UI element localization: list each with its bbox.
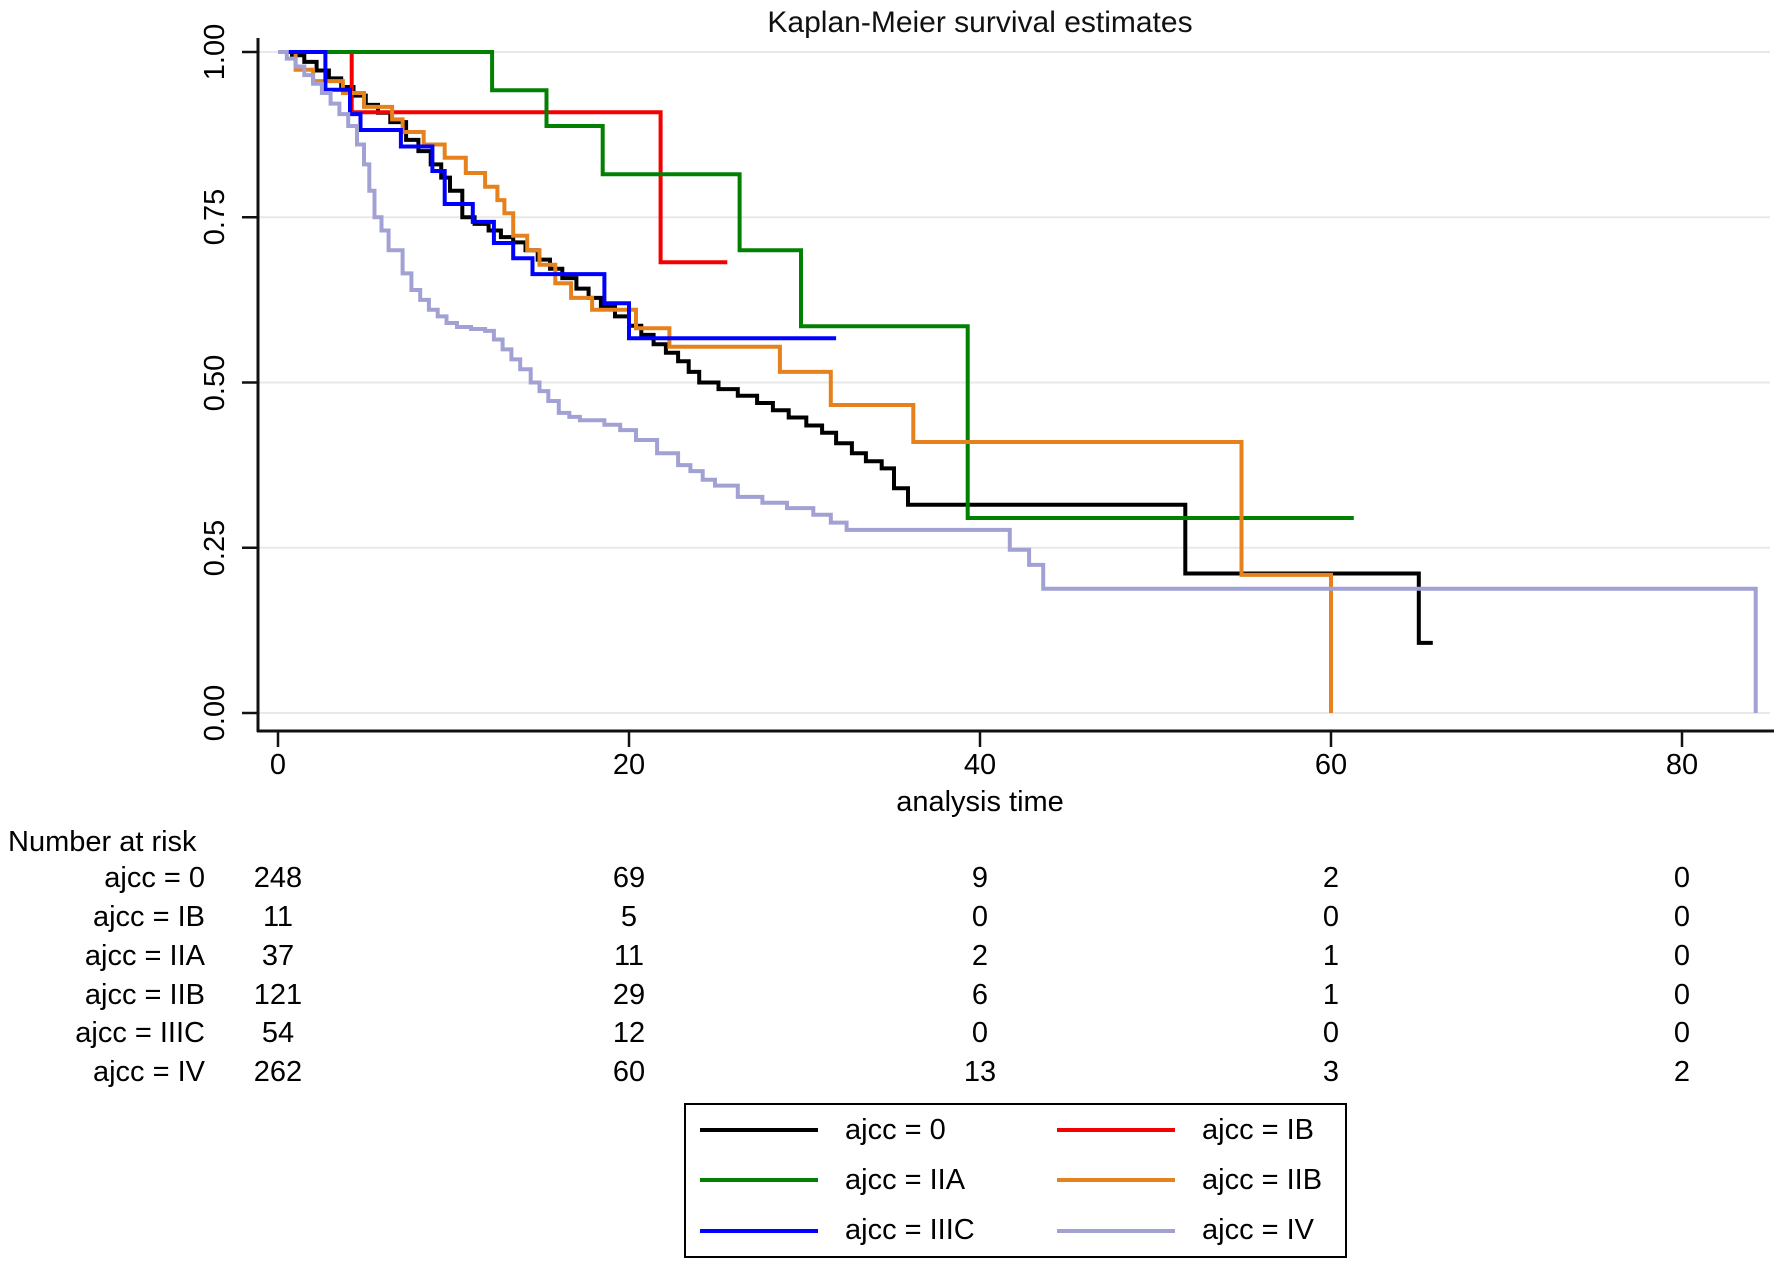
risk-count: 2 (1322, 862, 1340, 894)
risk-count: 11 (613, 940, 645, 972)
survival-plot-canvas (242, 38, 1774, 747)
legend-label: ajcc = IIA (845, 1163, 966, 1196)
legend-label: ajcc = IV (1202, 1214, 1315, 1247)
risk-table-heading: Number at risk (8, 826, 197, 858)
axes (256, 38, 1774, 733)
legend-line-swatch (1057, 1178, 1175, 1183)
risk-row-label: ajcc = IB (92, 901, 205, 933)
tick-marks (242, 50, 1684, 747)
legend-label: ajcc = 0 (845, 1113, 946, 1146)
risk-count: 0 (1673, 901, 1691, 933)
risk-count: 37 (261, 940, 295, 972)
x-tick-label: 20 (612, 749, 646, 781)
risk-row-label: ajcc = IIB (84, 979, 205, 1011)
risk-count: 2 (971, 940, 989, 972)
legend-label: ajcc = IIB (1202, 1163, 1323, 1196)
legend-item-ajcc-iv: ajcc = IV (1043, 1214, 1345, 1247)
risk-count: 0 (1673, 1017, 1691, 1049)
risk-count: 12 (612, 1017, 646, 1049)
risk-count: 3 (1322, 1056, 1340, 1088)
legend-line-swatch (700, 1178, 818, 1183)
risk-row-label: ajcc = IIA (84, 940, 205, 972)
risk-count: 2 (1673, 1056, 1691, 1088)
legend-item-ajcc-iia: ajcc = IIA (686, 1164, 1043, 1197)
risk-row-label: ajcc = 0 (104, 862, 205, 894)
risk-row-label: ajcc = IV (92, 1056, 205, 1088)
y-tick-label: 0.50 (199, 354, 231, 411)
risk-count: 0 (1673, 979, 1691, 1011)
legend-item-ajcc-ib: ajcc = IB (1043, 1114, 1345, 1147)
risk-count: 6 (971, 979, 989, 1011)
risk-count: 5 (620, 901, 638, 933)
risk-count: 0 (1673, 862, 1691, 894)
risk-count: 1 (1322, 940, 1340, 972)
legend-line-swatch (1057, 1128, 1175, 1133)
y-tick-label: 0.25 (199, 519, 231, 576)
legend-line-swatch (700, 1128, 818, 1133)
risk-count: 262 (253, 1056, 303, 1088)
legend-item-ajcc-0: ajcc = 0 (686, 1114, 1043, 1147)
series-curve-ajcc-iv (278, 50, 1758, 713)
y-tick-label: 1.00 (199, 23, 231, 81)
legend-label: ajcc = IB (1202, 1113, 1315, 1146)
risk-count: 69 (612, 862, 646, 894)
legend-line-swatch (700, 1228, 818, 1233)
risk-count: 9 (971, 862, 989, 894)
series-curve-ajcc-iib (278, 50, 1333, 713)
risk-count: 11 (262, 901, 294, 933)
x-tick-label: 40 (963, 749, 997, 781)
legend: ajcc = 0 ajcc = IB ajcc = IIA ajcc = IIB… (684, 1103, 1347, 1258)
x-tick-label: 80 (1665, 749, 1699, 781)
legend-item-ajcc-iib: ajcc = IIB (1043, 1164, 1345, 1197)
legend-label: ajcc = IIIC (845, 1214, 975, 1247)
legend-item-ajcc-iiic: ajcc = IIIC (686, 1214, 1043, 1247)
risk-count: 1 (1322, 979, 1340, 1011)
risk-count: 13 (963, 1056, 997, 1088)
risk-count: 248 (253, 862, 303, 894)
x-tick-label: 60 (1314, 749, 1348, 781)
chart-title: Kaplan-Meier survival estimates (767, 6, 1193, 39)
survival-curves (278, 50, 1758, 713)
series-curve-ajcc-iiic (278, 50, 837, 341)
risk-count: 29 (612, 979, 646, 1011)
series-curve-ajcc-iia (278, 50, 1354, 520)
risk-row-label: ajcc = IIIC (75, 1017, 205, 1049)
risk-count: 0 (971, 901, 989, 933)
risk-count: 0 (1673, 940, 1691, 972)
series-curve-ajcc-0 (278, 50, 1433, 645)
x-tick-label: 0 (269, 749, 287, 781)
risk-count: 0 (971, 1017, 989, 1049)
y-tick-label: 0.75 (199, 189, 231, 246)
risk-count: 121 (253, 979, 303, 1011)
risk-count: 60 (612, 1056, 646, 1088)
risk-count: 54 (261, 1017, 295, 1049)
legend-line-swatch (1057, 1228, 1175, 1233)
risk-count: 0 (1322, 901, 1340, 933)
gridlines (259, 51, 1770, 714)
risk-count: 0 (1322, 1017, 1340, 1049)
x-axis-title: analysis time (896, 786, 1064, 818)
